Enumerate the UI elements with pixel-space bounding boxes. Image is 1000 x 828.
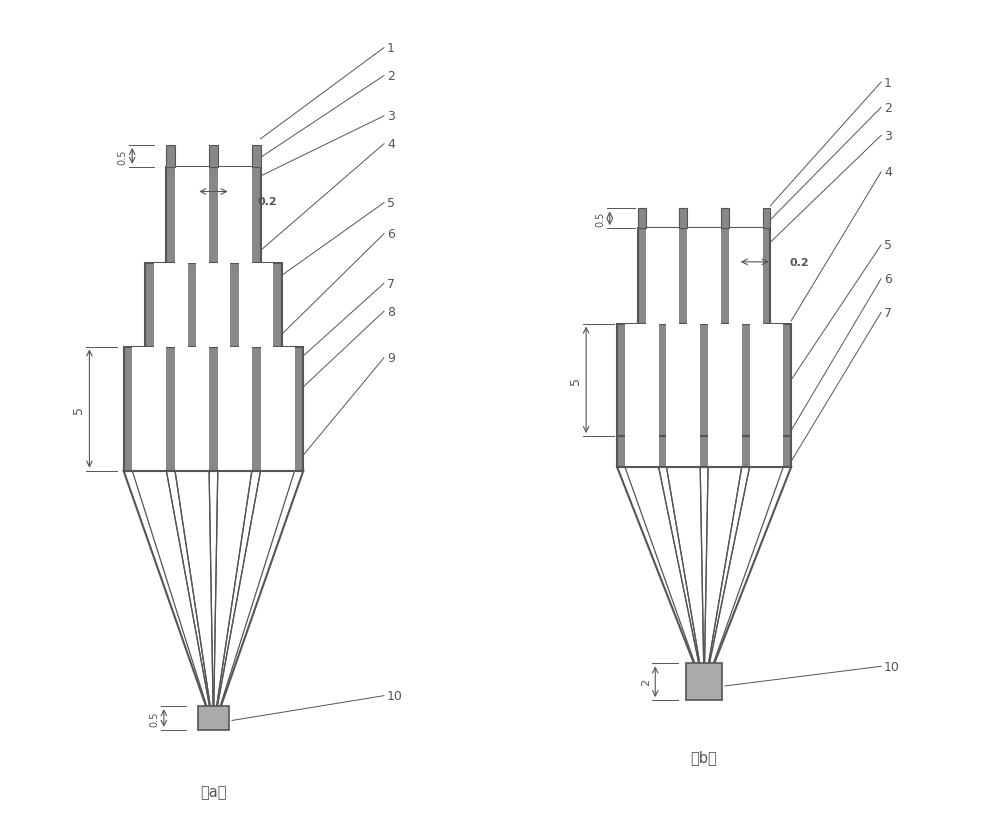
- Polygon shape: [214, 471, 252, 706]
- Bar: [166, 167, 261, 263]
- Text: 4: 4: [884, 166, 892, 179]
- Text: 0.5: 0.5: [149, 710, 159, 726]
- Text: 6: 6: [387, 228, 395, 241]
- Bar: [196, 263, 230, 347]
- Bar: [763, 209, 770, 229]
- Text: 7: 7: [387, 277, 395, 291]
- Bar: [145, 263, 282, 347]
- Bar: [750, 436, 783, 467]
- Polygon shape: [705, 467, 742, 664]
- Text: 0.5: 0.5: [118, 149, 128, 164]
- Text: 9: 9: [387, 352, 395, 365]
- Bar: [218, 167, 252, 263]
- Text: 1: 1: [387, 42, 395, 55]
- Polygon shape: [175, 471, 213, 706]
- Text: 6: 6: [884, 273, 892, 286]
- Bar: [218, 347, 252, 471]
- Bar: [666, 325, 700, 436]
- Bar: [252, 146, 261, 167]
- Text: 7: 7: [884, 306, 892, 320]
- Bar: [617, 325, 791, 436]
- Polygon shape: [217, 471, 295, 706]
- Bar: [687, 229, 721, 325]
- Text: （a）: （a）: [200, 784, 227, 799]
- Text: 2: 2: [387, 70, 395, 83]
- Bar: [166, 146, 175, 167]
- Text: 3: 3: [387, 110, 395, 123]
- Bar: [679, 209, 687, 229]
- Text: 4: 4: [387, 138, 395, 151]
- Polygon shape: [666, 467, 704, 664]
- Text: 0.2: 0.2: [258, 196, 278, 206]
- Text: （b）: （b）: [691, 749, 717, 763]
- Bar: [666, 436, 700, 467]
- Bar: [175, 167, 209, 263]
- Text: 5: 5: [569, 377, 582, 384]
- Bar: [638, 209, 646, 229]
- Text: 5: 5: [387, 197, 395, 210]
- Bar: [154, 263, 188, 347]
- Text: 1: 1: [884, 76, 892, 89]
- Bar: [750, 325, 783, 436]
- Text: 8: 8: [387, 306, 395, 318]
- Text: 10: 10: [387, 690, 403, 702]
- Text: 3: 3: [884, 130, 892, 142]
- Text: 5: 5: [72, 405, 85, 413]
- Text: 5: 5: [884, 239, 892, 253]
- Text: 2: 2: [641, 678, 651, 686]
- Bar: [721, 209, 729, 229]
- Text: 10: 10: [884, 660, 900, 673]
- Bar: [625, 436, 659, 467]
- Bar: [638, 229, 770, 325]
- Text: 0.2: 0.2: [790, 258, 809, 267]
- Bar: [625, 325, 659, 436]
- Text: 0.5: 0.5: [596, 211, 606, 227]
- Bar: [239, 263, 273, 347]
- Bar: [708, 325, 742, 436]
- Bar: [708, 436, 742, 467]
- Bar: [132, 347, 166, 471]
- Bar: [617, 436, 791, 467]
- Bar: [646, 229, 679, 325]
- Bar: [198, 706, 229, 730]
- Bar: [261, 347, 295, 471]
- Bar: [686, 664, 722, 700]
- Polygon shape: [625, 467, 699, 664]
- Polygon shape: [709, 467, 783, 664]
- Bar: [175, 347, 209, 471]
- Bar: [124, 347, 303, 471]
- Bar: [729, 229, 763, 325]
- Polygon shape: [132, 471, 210, 706]
- Bar: [209, 146, 218, 167]
- Text: 2: 2: [884, 102, 892, 115]
